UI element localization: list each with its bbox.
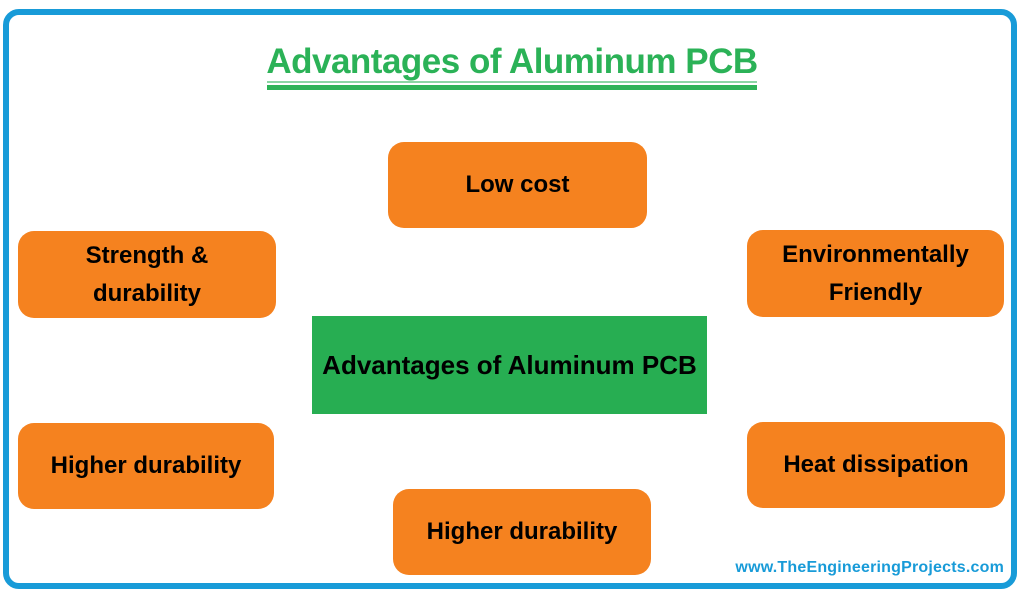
node-strength-durability-label: Strength & durability <box>85 242 209 307</box>
node-strength-durability: Strength & durability <box>18 231 276 318</box>
node-higher-durability-bottom-label: Higher durability <box>426 518 618 546</box>
node-heat-dissipation: Heat dissipation <box>747 422 1005 508</box>
title-underline-thick-line <box>267 85 757 90</box>
node-low-cost: Low cost <box>388 142 647 228</box>
page-title: Advantages of Aluminum PCB <box>266 42 758 81</box>
title-underline <box>267 81 757 90</box>
node-higher-durability-bottom: Higher durability <box>393 489 651 575</box>
watermark-url: www.TheEngineeringProjects.com <box>735 559 1004 576</box>
node-environmentally-friendly-label: Environmentally Friendly <box>782 241 969 306</box>
node-environmentally-friendly: Environmentally Friendly <box>747 230 1004 317</box>
node-center-topic: Advantages of Aluminum PCB <box>312 316 707 414</box>
title-underline-thin-line <box>267 81 757 83</box>
node-low-cost-label: Low cost <box>465 171 570 199</box>
node-center-topic-label: Advantages of Aluminum PCB <box>322 349 697 380</box>
node-higher-durability-left-label: Higher durability <box>50 452 242 480</box>
node-heat-dissipation-label: Heat dissipation <box>783 451 969 479</box>
node-higher-durability-left: Higher durability <box>18 423 274 509</box>
